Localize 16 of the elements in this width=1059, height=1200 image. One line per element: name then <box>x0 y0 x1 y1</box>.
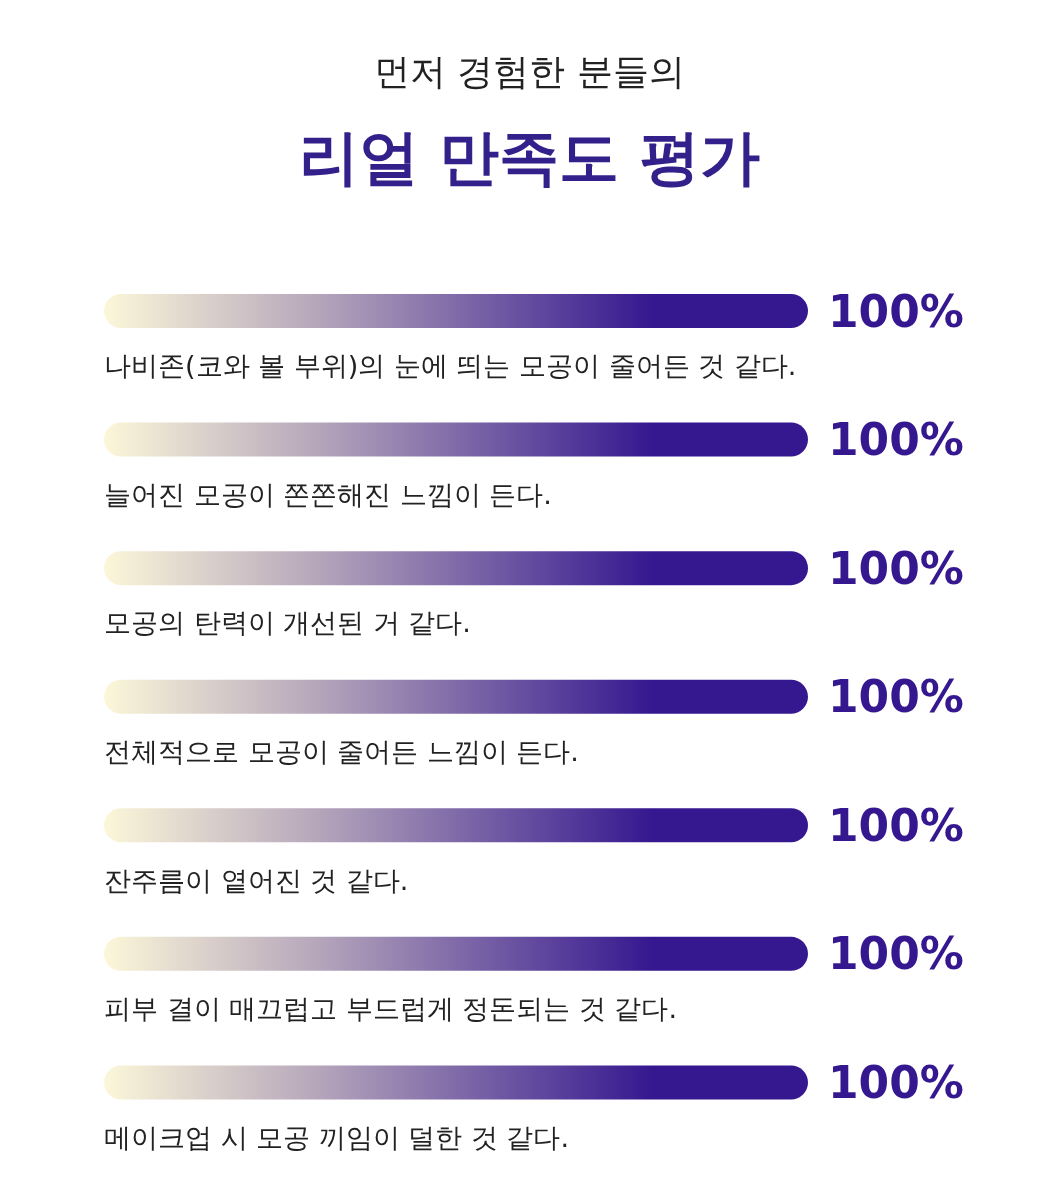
data-label: 100% <box>828 285 964 337</box>
data-label: 100% <box>828 671 964 723</box>
data-label: 100% <box>828 799 964 851</box>
y-tick-label: 잔주름이 옅어진 것 같다. <box>104 864 409 896</box>
y-tick-label: 나비존(코와 볼 부위)의 눈에 띄는 모공이 줄어든 것 같다. <box>104 350 797 382</box>
data-label: 100% <box>828 414 964 466</box>
y-tick-label: 모공의 탄력이 개선된 거 같다. <box>104 607 471 639</box>
y-tick-label: 늘어진 모공이 쫀쫀해진 느낌이 든다. <box>104 478 552 510</box>
data-label: 100% <box>828 928 964 980</box>
chart-title: 리얼 만족도 평가 <box>297 121 762 194</box>
y-tick-label: 피부 결이 매끄럽고 부드럽게 정돈되는 것 같다. <box>104 993 678 1025</box>
y-tick-label: 전체적으로 모공이 줄어든 느낌이 든다. <box>104 736 579 767</box>
chart-subtitle: 먼저 경험한 분들의 <box>373 50 686 94</box>
y-tick-label: 메이크업 시 모공 끼임이 덜한 것 같다. <box>104 1121 570 1153</box>
data-label: 100% <box>828 1056 964 1108</box>
data-label: 100% <box>828 542 964 594</box>
